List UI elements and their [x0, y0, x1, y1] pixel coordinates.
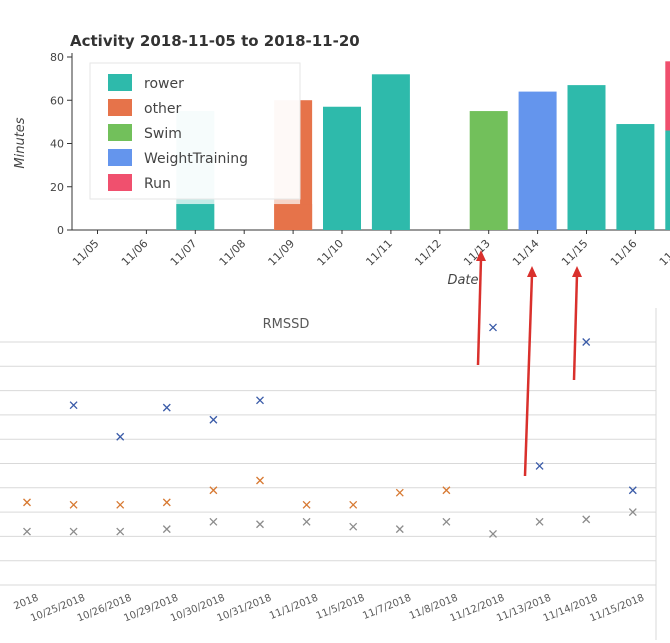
- rmssd-point: [489, 323, 497, 332]
- rmssd-point: [349, 500, 358, 509]
- activity-x-tick-label: 11/15: [559, 237, 591, 269]
- activity-legend-swatch: [108, 99, 132, 116]
- rmssd-points: [23, 323, 637, 538]
- activity-chart: Activity 2018-11-05 to 2018-11-20 0 20 40 6…: [13, 32, 670, 288]
- rmssd-point: [162, 525, 171, 534]
- activity-bar-rower: [323, 106, 361, 230]
- activity-chart-title: Activity 2018-11-05 to 2018-11-20: [70, 32, 360, 50]
- rmssd-point: [116, 527, 125, 536]
- rmssd-x-tick-label: 11/7/2018: [361, 593, 413, 622]
- activity-x-ticks: 11/05 11/06 11/07 11/08 11/09 11/10 11/11 11/12…: [70, 230, 670, 269]
- activity-bar-rower: [176, 204, 215, 230]
- rmssd-point: [209, 486, 218, 495]
- activity-bar-weighttraining: [518, 91, 557, 230]
- rmssd-point: [256, 520, 264, 529]
- annotation-arrow: [523, 266, 537, 477]
- rmssd-point: [23, 498, 31, 507]
- activity-y-tick-label: 80: [50, 51, 64, 64]
- rmssd-x-tick-label: 11/5/2018: [315, 593, 367, 622]
- rmssd-chart: RMSSD 201810/25/201810/26/201810/29/2018…: [0, 308, 657, 640]
- activity-x-tick-label: 11/11: [363, 237, 395, 269]
- activity-bar-rower: [616, 124, 655, 230]
- activity-x-tick-label: 11/05: [70, 237, 102, 269]
- activity-y-tick-label: 40: [50, 138, 64, 151]
- activity-legend-swatch: [108, 124, 132, 141]
- rmssd-point: [442, 517, 451, 526]
- activity-y-tick-label: 0: [57, 224, 64, 237]
- rmssd-point: [256, 476, 264, 485]
- rmssd-point: [442, 486, 451, 495]
- activity-x-tick-label: 11/08: [217, 237, 249, 269]
- rmssd-point: [162, 403, 171, 412]
- rmssd-point: [69, 401, 78, 410]
- rmssd-point: [582, 515, 591, 524]
- activity-x-tick-label: 11/16: [608, 237, 640, 269]
- activity-bars: [176, 61, 670, 230]
- rmssd-chart-title: RMSSD: [263, 317, 310, 332]
- activity-ghost-bar: [300, 100, 313, 230]
- activity-x-tick-label: 11/13: [461, 237, 493, 269]
- activity-x-tick-label: 11/10: [315, 237, 347, 269]
- activity-legend-swatch: [108, 174, 132, 191]
- rmssd-point: [69, 500, 78, 509]
- rmssd-point: [116, 500, 125, 509]
- rmssd-point: [302, 517, 311, 526]
- activity-bar-rower: [371, 74, 410, 230]
- activity-x-tick-label: 11/06: [119, 237, 151, 269]
- rmssd-point: [535, 517, 544, 526]
- activity-y-tick-label: 20: [50, 181, 64, 194]
- annotation-arrows: [476, 250, 582, 477]
- activity-y-tick-label: 60: [50, 94, 64, 107]
- rmssd-point: [489, 530, 497, 538]
- rmssd-point: [209, 415, 218, 424]
- activity-x-tick-label: 11/09: [266, 237, 298, 269]
- activity-legend-swatch: [108, 149, 132, 166]
- activity-bar-run: [665, 61, 670, 131]
- activity-x-tick-label: 11/14: [510, 237, 542, 269]
- rmssd-point: [628, 508, 637, 517]
- rmssd-point: [116, 432, 125, 441]
- annotation-arrow: [476, 250, 486, 366]
- activity-legend: rower other Swim WeightTraining Run: [89, 62, 301, 200]
- activity-x-axis-label: Date: [447, 273, 478, 288]
- activity-legend-label: WeightTraining: [144, 151, 248, 167]
- rmssd-point: [256, 396, 264, 405]
- rmssd-point: [162, 498, 171, 507]
- activity-legend-swatch: [108, 74, 132, 91]
- annotation-arrow: [572, 266, 582, 381]
- rmssd-point: [23, 527, 31, 536]
- rmssd-point: [582, 338, 591, 346]
- rmssd-point: [395, 525, 404, 534]
- rmssd-x-tick-label: 11/1/2018: [268, 593, 320, 622]
- activity-x-tick-label: 11/17: [657, 237, 670, 269]
- activity-bar-rower: [567, 85, 606, 230]
- rmssd-gridlines: [0, 308, 657, 640]
- rmssd-point: [349, 522, 358, 531]
- activity-y-axis: 0 20 40 60 80: [50, 51, 670, 237]
- rmssd-x-ticks: 201810/25/201810/26/201810/29/201810/30/…: [12, 593, 646, 625]
- activity-y-axis-label: Minutes: [13, 117, 28, 168]
- activity-legend-label: rower: [144, 76, 184, 92]
- activity-legend-label: Swim: [144, 126, 182, 142]
- activity-x-tick-label: 11/12: [412, 237, 444, 269]
- activity-bar-rower: [665, 130, 670, 230]
- activity-bar-other: [274, 204, 313, 230]
- activity-bar-swim: [469, 111, 508, 230]
- rmssd-point: [628, 486, 637, 495]
- rmssd-point: [535, 461, 544, 470]
- rmssd-point: [209, 517, 218, 526]
- rmssd-x-tick-label: 2018: [12, 593, 40, 613]
- rmssd-point: [69, 527, 78, 536]
- activity-legend-label: other: [144, 101, 182, 117]
- rmssd-point: [395, 488, 404, 497]
- activity-legend-label: Run: [144, 176, 171, 192]
- rmssd-point: [302, 500, 311, 509]
- activity-x-tick-label: 11/07: [168, 237, 200, 269]
